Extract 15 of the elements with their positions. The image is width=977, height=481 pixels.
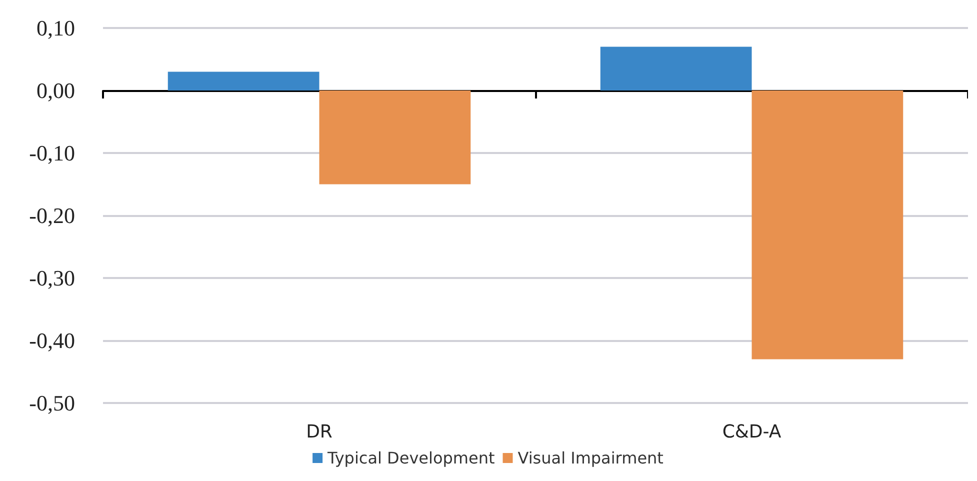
y-tick-label: 0,00	[36, 78, 75, 103]
y-tick-label: -0,30	[29, 266, 75, 290]
y-tick-label: 0,10	[36, 16, 75, 40]
y-tick-label: -0,20	[29, 203, 75, 228]
bar	[168, 72, 320, 90]
bar	[600, 46, 752, 90]
x-tick-label: C&D-A	[722, 422, 782, 442]
bar	[319, 90, 471, 184]
legend-label: Typical Development	[326, 448, 495, 468]
x-tick-label: DR	[306, 422, 332, 442]
y-tick-label: -0,10	[29, 140, 75, 166]
legend-label: Visual Impairment	[518, 448, 664, 468]
y-tick-label: -0,40	[29, 328, 75, 353]
bar	[752, 90, 904, 360]
y-tick-label: -0,50	[29, 390, 75, 416]
